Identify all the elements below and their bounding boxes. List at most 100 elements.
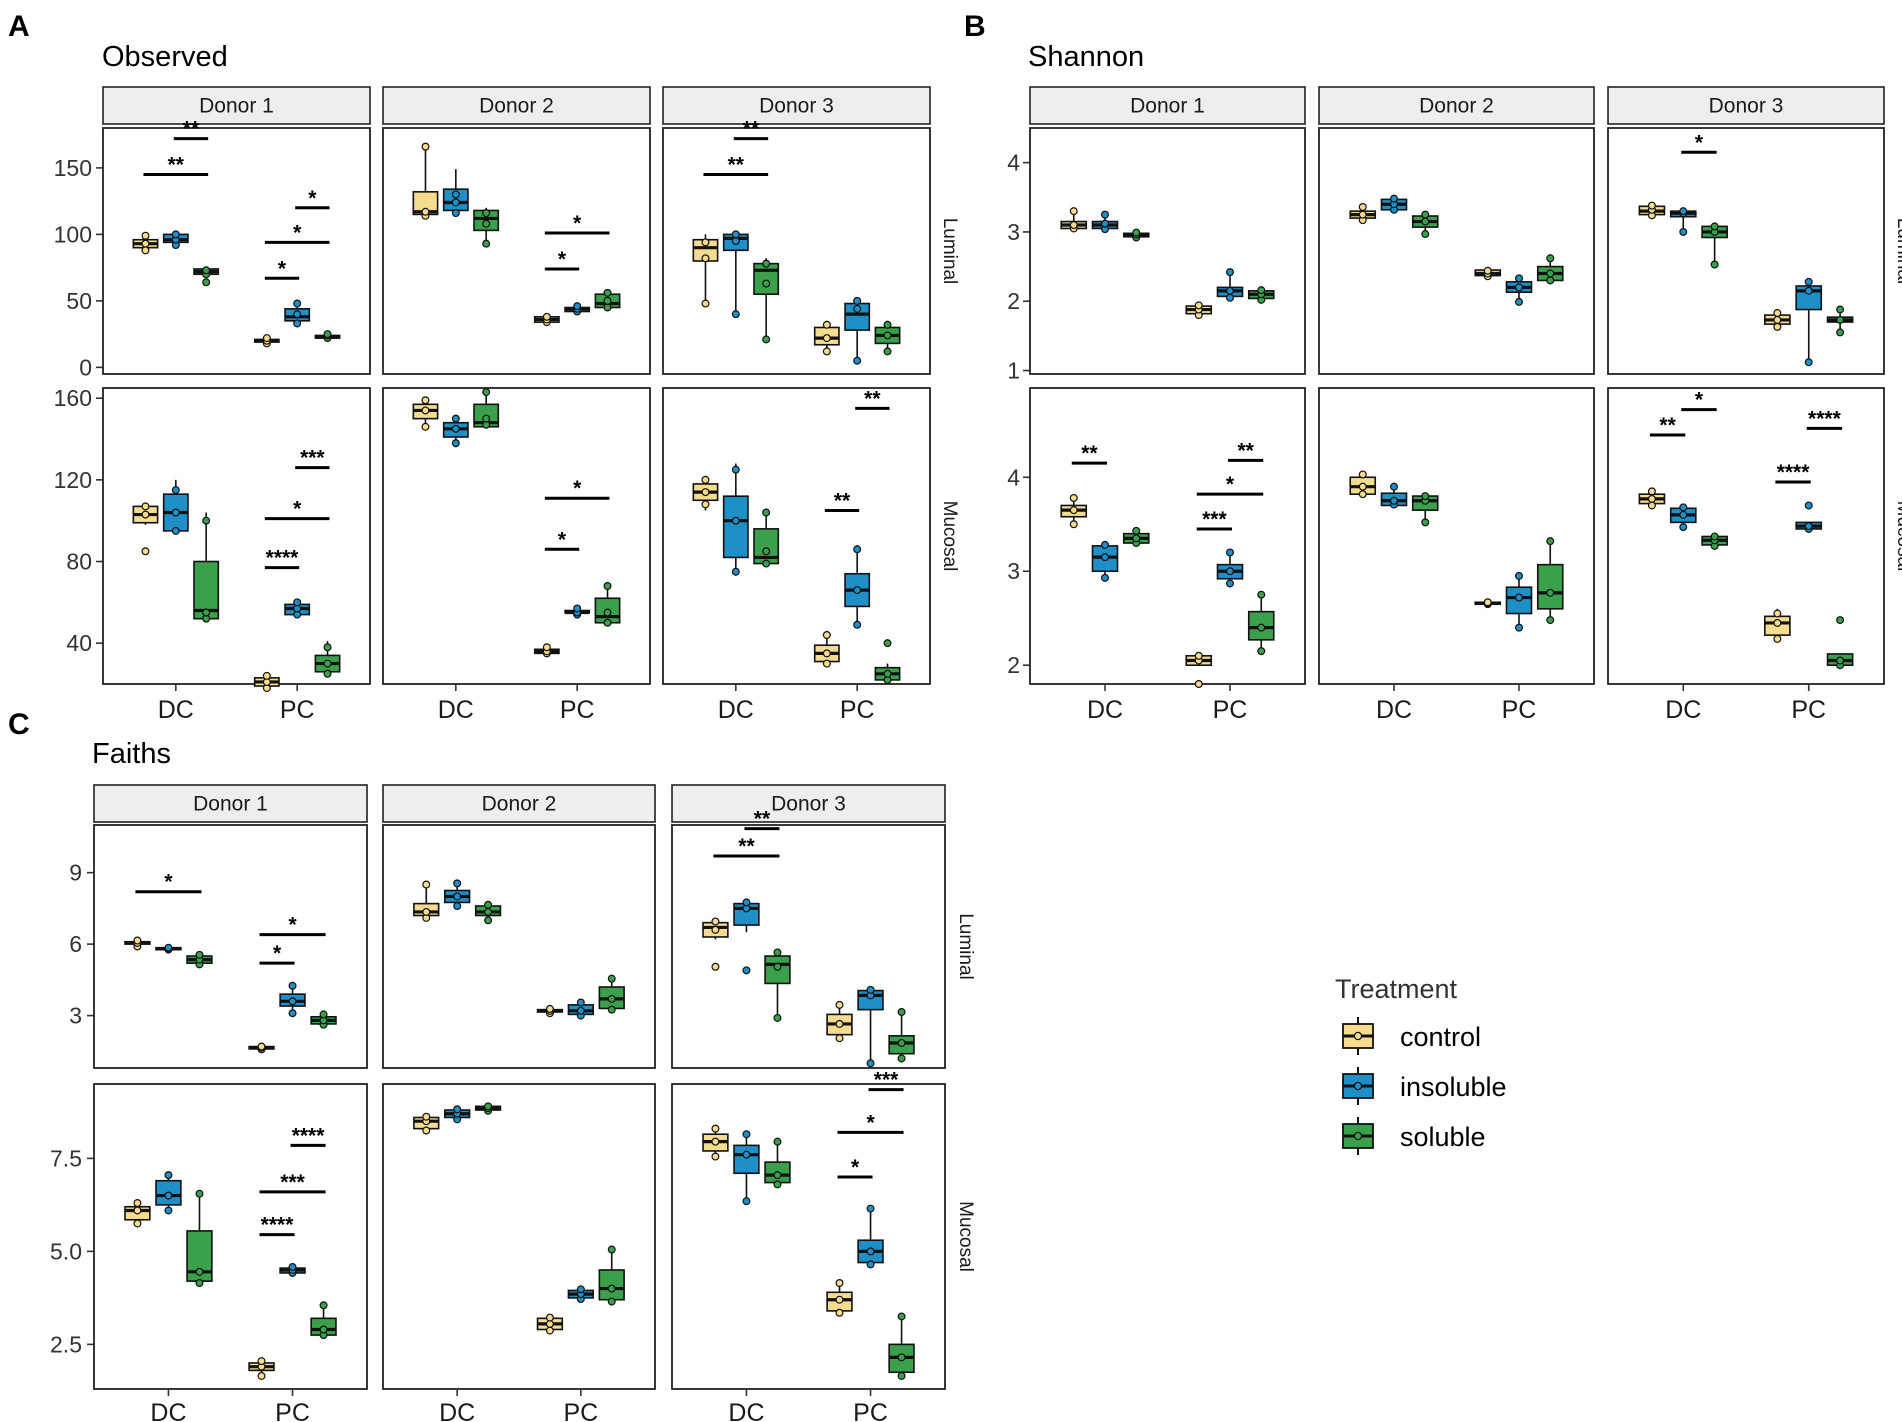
data-point (835, 1308, 844, 1317)
data-point (1546, 276, 1555, 285)
box-control-dc (124, 1199, 151, 1228)
data-point (1514, 593, 1523, 602)
data-point (257, 1371, 266, 1380)
data-point (1358, 210, 1367, 219)
box-soluble-dc (193, 512, 220, 623)
significance-bracket: *** (868, 1069, 904, 1092)
data-point (164, 1171, 173, 1180)
data-point (701, 299, 710, 308)
box-control-dc (702, 917, 729, 971)
data-point (1100, 210, 1109, 219)
x-tick-label: PC (853, 1399, 888, 1422)
data-point (573, 604, 582, 613)
y-tick-label: 3 (1007, 558, 1020, 584)
data-point (1421, 210, 1430, 219)
data-point (603, 303, 612, 312)
box-soluble-pc (598, 1245, 625, 1306)
data-point (1194, 301, 1203, 310)
x-tick-label: PC (275, 1399, 310, 1422)
data-point (451, 209, 460, 218)
data-point (711, 1124, 720, 1133)
significance-label: * (1226, 473, 1235, 496)
data-point (1836, 315, 1845, 324)
facet-strip-label: Donor 3 (759, 95, 834, 118)
data-point (1257, 623, 1266, 632)
data-point (607, 1005, 616, 1014)
y-tick-label: 160 (54, 385, 92, 411)
box-control-pc (1185, 651, 1213, 688)
box-control-pc (813, 630, 840, 668)
data-point (1804, 358, 1813, 367)
data-point (866, 1059, 875, 1068)
data-point (421, 207, 430, 216)
data-point (835, 1019, 844, 1028)
data-point (835, 1000, 844, 1009)
box-soluble-dc (473, 388, 500, 429)
significance-label: * (288, 914, 297, 937)
data-point (866, 1204, 875, 1213)
facet-strip (1029, 86, 1306, 125)
x-tick-label: PC (1791, 696, 1826, 724)
data-point (1514, 297, 1523, 306)
row-strip-label: Mucosal (939, 501, 960, 572)
significance-label: * (558, 248, 567, 271)
box-insoluble-pc (1216, 548, 1244, 588)
data-point (319, 1325, 328, 1334)
data-point (1225, 548, 1234, 557)
data-point (607, 1297, 616, 1306)
facet-panel (382, 824, 656, 1069)
significance-bracket: * (1681, 389, 1717, 412)
x-tick-label: PC (560, 696, 595, 724)
significance-label: *** (874, 1069, 899, 1092)
data-point (1421, 217, 1430, 226)
data-point (319, 1010, 328, 1019)
box-control-pc (253, 671, 280, 693)
data-point (453, 1105, 462, 1114)
box-insoluble-pc (1505, 274, 1533, 306)
data-point (1069, 221, 1078, 230)
legend-title: Treatment (1335, 974, 1458, 1004)
data-point (1225, 286, 1234, 295)
significance-label: * (278, 257, 287, 280)
box-control-dc (412, 142, 439, 220)
data-point (742, 1197, 751, 1206)
significance-label: * (573, 212, 582, 235)
data-point (1773, 609, 1782, 618)
significance-label: * (573, 477, 582, 500)
data-point (422, 880, 431, 889)
data-point (711, 917, 720, 926)
box-insoluble-pc (844, 296, 871, 365)
box-control-dc (692, 475, 719, 511)
significance-label: * (1695, 389, 1704, 412)
data-point (822, 334, 831, 343)
data-point (773, 1171, 782, 1180)
data-point (897, 1008, 906, 1017)
box-soluble-dc (1411, 210, 1439, 239)
y-tick-label: 4 (1007, 464, 1020, 490)
box-control-pc (1474, 598, 1502, 609)
data-point (835, 1278, 844, 1287)
legend-item-soluble: soluble (1342, 1117, 1486, 1155)
legend-item-control: control (1342, 1017, 1481, 1055)
data-point (576, 1006, 585, 1015)
box-control-dc (132, 231, 159, 255)
data-point (421, 142, 430, 151)
significance-label: ** (743, 118, 760, 141)
facet-border (382, 1083, 656, 1390)
data-point (451, 190, 460, 199)
significance-label: ** (1081, 442, 1098, 465)
data-point (262, 671, 271, 680)
box-insoluble-pc (1795, 501, 1823, 533)
data-point (545, 1313, 554, 1322)
significance-label: **** (266, 547, 300, 570)
significance-label: **** (1808, 407, 1842, 430)
data-point (701, 254, 710, 263)
data-point (542, 312, 551, 321)
data-point (883, 331, 892, 340)
box-control-pc (253, 334, 280, 348)
facet-strip (1607, 86, 1885, 125)
data-point (1421, 492, 1430, 501)
data-point (1421, 230, 1430, 239)
data-point (171, 508, 180, 517)
box-soluble-pc (1826, 616, 1854, 670)
